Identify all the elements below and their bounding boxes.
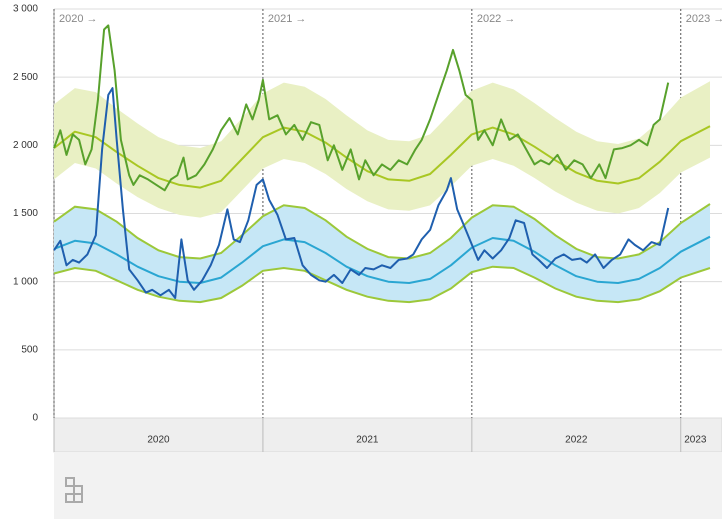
year-annotation: 2020 → bbox=[59, 13, 98, 25]
band bbox=[54, 203, 710, 303]
line bbox=[53, 24, 670, 192]
x-tick-label: 2023 bbox=[684, 435, 707, 446]
y-tick-label: 0 bbox=[32, 413, 38, 424]
year-annotation: 2022 → bbox=[477, 13, 516, 25]
year-annotation: 2021 → bbox=[268, 13, 307, 25]
x-tick-label: 2022 bbox=[565, 435, 588, 446]
footer-panel bbox=[54, 452, 722, 519]
band bbox=[54, 81, 710, 218]
y-tick-label: 2 500 bbox=[13, 72, 38, 83]
line bbox=[53, 125, 711, 189]
line bbox=[53, 235, 711, 284]
x-tick-label: 2020 bbox=[147, 435, 170, 446]
band-edge bbox=[53, 265, 711, 304]
logo bbox=[65, 477, 83, 503]
y-tick-label: 500 bbox=[21, 344, 38, 355]
y-tick-label: 2 000 bbox=[13, 140, 38, 151]
year-annotation: 2023 → bbox=[686, 13, 722, 25]
y-tick-label: 3 000 bbox=[13, 4, 38, 15]
y-tick-label: 1 500 bbox=[13, 208, 38, 219]
x-tick-label: 2021 bbox=[356, 435, 379, 446]
line bbox=[53, 87, 670, 299]
y-tick-label: 1 000 bbox=[13, 276, 38, 287]
x-axis-area bbox=[53, 417, 722, 453]
